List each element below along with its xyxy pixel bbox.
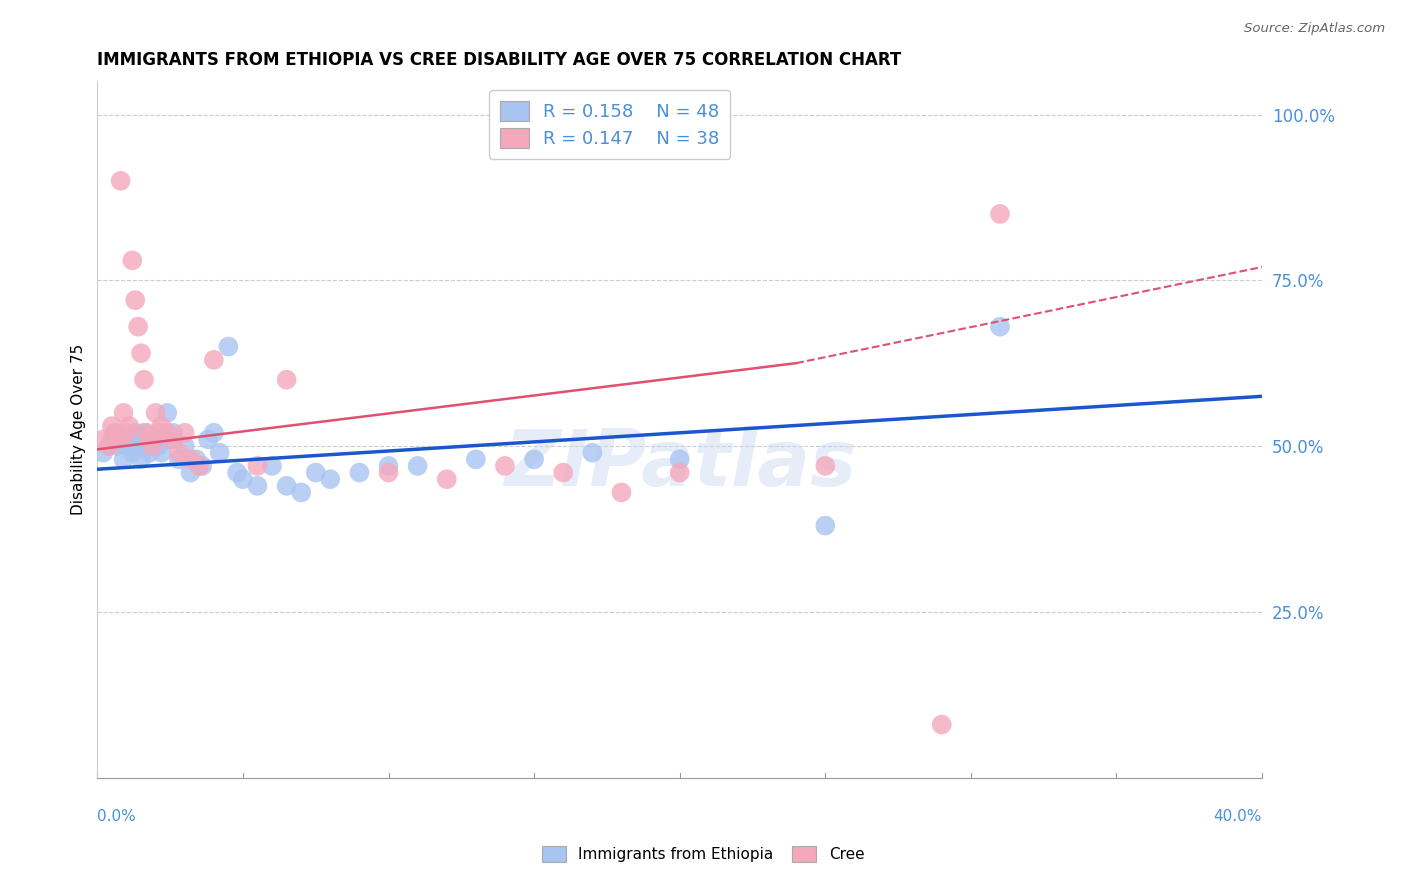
Point	[202, 425, 225, 440]
Point	[148, 425, 170, 440]
Point	[173, 425, 195, 440]
Point	[988, 207, 1011, 221]
Point	[464, 452, 486, 467]
Point	[260, 458, 283, 473]
Point	[118, 433, 141, 447]
Point	[124, 425, 146, 440]
Point	[553, 466, 575, 480]
Point	[104, 425, 127, 440]
Point	[988, 319, 1011, 334]
Point	[98, 439, 121, 453]
Point	[91, 445, 114, 459]
Point	[406, 458, 429, 473]
Point	[135, 439, 157, 453]
Point	[186, 452, 208, 467]
Point	[377, 458, 399, 473]
Point	[349, 466, 371, 480]
Point	[668, 466, 690, 480]
Point	[197, 433, 219, 447]
Point	[145, 433, 167, 447]
Point	[377, 466, 399, 480]
Point	[167, 445, 190, 459]
Point	[436, 472, 458, 486]
Point	[217, 340, 239, 354]
Point	[188, 458, 211, 473]
Point	[132, 425, 155, 440]
Point	[124, 293, 146, 308]
Point	[180, 466, 202, 480]
Text: IMMIGRANTS FROM ETHIOPIA VS CREE DISABILITY AGE OVER 75 CORRELATION CHART: IMMIGRANTS FROM ETHIOPIA VS CREE DISABIL…	[97, 51, 901, 69]
Point	[127, 319, 149, 334]
Point	[208, 445, 231, 459]
Point	[118, 419, 141, 434]
Point	[814, 458, 837, 473]
Point	[173, 439, 195, 453]
Point	[129, 452, 152, 467]
Point	[162, 433, 184, 447]
Point	[129, 346, 152, 360]
Point	[180, 452, 202, 467]
Point	[98, 439, 121, 453]
Point	[159, 433, 181, 447]
Point	[121, 253, 143, 268]
Point	[191, 458, 214, 473]
Point	[148, 439, 170, 453]
Point	[101, 433, 124, 447]
Point	[276, 479, 298, 493]
Point	[523, 452, 546, 467]
Point	[156, 425, 179, 440]
Y-axis label: Disability Age Over 75: Disability Age Over 75	[72, 343, 86, 515]
Point	[668, 452, 690, 467]
Point	[162, 425, 184, 440]
Point	[139, 433, 162, 447]
Legend: R = 0.158    N = 48, R = 0.147    N = 38: R = 0.158 N = 48, R = 0.147 N = 38	[489, 90, 731, 159]
Point	[305, 466, 328, 480]
Point	[145, 406, 167, 420]
Point	[101, 419, 124, 434]
Point	[290, 485, 312, 500]
Point	[115, 425, 138, 440]
Point	[814, 518, 837, 533]
Point	[135, 425, 157, 440]
Text: 40.0%: 40.0%	[1213, 809, 1263, 824]
Point	[494, 458, 516, 473]
Point	[931, 717, 953, 731]
Point	[246, 458, 269, 473]
Point	[107, 439, 129, 453]
Point	[319, 472, 342, 486]
Point	[167, 452, 190, 467]
Point	[226, 466, 249, 480]
Point	[150, 419, 173, 434]
Text: ZIPatlas: ZIPatlas	[503, 426, 856, 502]
Point	[115, 439, 138, 453]
Point	[107, 433, 129, 447]
Point	[139, 445, 162, 459]
Point	[610, 485, 633, 500]
Point	[110, 174, 132, 188]
Point	[232, 472, 254, 486]
Point	[581, 445, 603, 459]
Legend: Immigrants from Ethiopia, Cree: Immigrants from Ethiopia, Cree	[536, 840, 870, 868]
Point	[132, 373, 155, 387]
Point	[246, 479, 269, 493]
Point	[91, 433, 114, 447]
Point	[121, 445, 143, 459]
Point	[142, 439, 165, 453]
Point	[112, 406, 135, 420]
Text: 0.0%: 0.0%	[97, 809, 136, 824]
Text: Source: ZipAtlas.com: Source: ZipAtlas.com	[1244, 22, 1385, 36]
Point	[150, 445, 173, 459]
Point	[202, 352, 225, 367]
Point	[110, 433, 132, 447]
Point	[127, 439, 149, 453]
Point	[276, 373, 298, 387]
Point	[104, 425, 127, 440]
Point	[156, 406, 179, 420]
Point	[112, 452, 135, 467]
